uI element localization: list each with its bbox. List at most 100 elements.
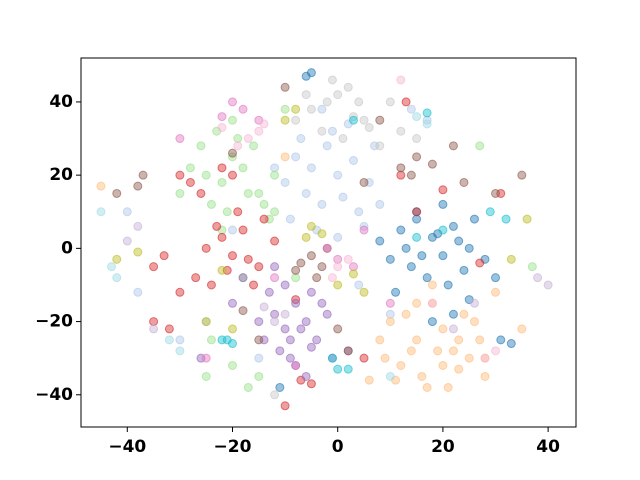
point bbox=[491, 188, 501, 198]
point bbox=[96, 181, 106, 191]
point bbox=[227, 170, 237, 180]
point bbox=[270, 317, 280, 327]
point bbox=[375, 236, 385, 246]
y-tick-label: 40 bbox=[49, 92, 73, 112]
point bbox=[333, 170, 343, 180]
point bbox=[227, 361, 237, 370]
point bbox=[249, 141, 259, 151]
point bbox=[448, 141, 458, 151]
point bbox=[317, 262, 327, 272]
point bbox=[396, 170, 406, 180]
point bbox=[475, 258, 485, 268]
point bbox=[506, 254, 516, 264]
point bbox=[375, 141, 385, 151]
point bbox=[338, 192, 348, 202]
point bbox=[254, 262, 264, 272]
point bbox=[491, 273, 501, 283]
point bbox=[406, 170, 416, 180]
point bbox=[212, 221, 222, 231]
point bbox=[401, 309, 411, 319]
point bbox=[517, 170, 527, 180]
point bbox=[401, 97, 411, 107]
point bbox=[348, 269, 358, 279]
point bbox=[301, 188, 311, 198]
point bbox=[327, 353, 337, 363]
point bbox=[254, 353, 264, 363]
point bbox=[391, 287, 401, 297]
point bbox=[312, 335, 322, 345]
point bbox=[396, 225, 406, 235]
point bbox=[259, 302, 269, 312]
point bbox=[422, 108, 432, 118]
point bbox=[233, 134, 243, 144]
point bbox=[333, 254, 343, 264]
point bbox=[306, 104, 316, 114]
point bbox=[175, 287, 185, 297]
point bbox=[533, 273, 543, 283]
point bbox=[175, 346, 185, 356]
point bbox=[412, 232, 422, 242]
point bbox=[454, 236, 464, 246]
point bbox=[380, 353, 390, 363]
point bbox=[491, 287, 501, 297]
point bbox=[112, 254, 122, 264]
x-tick-label: 40 bbox=[536, 437, 560, 457]
point bbox=[306, 163, 316, 173]
point bbox=[280, 280, 290, 290]
point bbox=[201, 170, 211, 180]
point bbox=[327, 273, 337, 283]
point bbox=[227, 251, 237, 261]
point bbox=[385, 371, 395, 381]
point bbox=[296, 134, 306, 144]
point bbox=[385, 97, 395, 107]
point bbox=[280, 324, 290, 334]
point bbox=[285, 353, 295, 363]
point bbox=[343, 346, 353, 356]
point bbox=[164, 324, 174, 334]
point bbox=[201, 371, 211, 381]
plot-frame bbox=[80, 57, 577, 428]
x-tick-label: −40 bbox=[108, 437, 146, 457]
point bbox=[312, 273, 322, 283]
point bbox=[359, 287, 369, 297]
point bbox=[412, 207, 422, 217]
point bbox=[175, 188, 185, 198]
point bbox=[217, 163, 227, 173]
point bbox=[112, 273, 122, 283]
point bbox=[138, 170, 148, 180]
point bbox=[354, 280, 364, 290]
point bbox=[359, 177, 369, 187]
point bbox=[301, 371, 311, 381]
point bbox=[243, 254, 253, 264]
point bbox=[501, 214, 511, 224]
point bbox=[122, 207, 132, 217]
point bbox=[238, 104, 248, 114]
point bbox=[264, 287, 274, 297]
point bbox=[291, 152, 301, 162]
point bbox=[296, 258, 306, 268]
point bbox=[354, 207, 364, 217]
point bbox=[149, 317, 159, 327]
point bbox=[485, 207, 495, 217]
y-tick-label: 0 bbox=[61, 238, 73, 258]
point bbox=[270, 262, 280, 272]
point bbox=[322, 141, 332, 151]
point bbox=[412, 298, 422, 308]
point bbox=[464, 353, 474, 363]
point bbox=[175, 134, 185, 144]
point bbox=[285, 335, 295, 345]
point bbox=[238, 163, 248, 173]
point bbox=[454, 335, 464, 345]
point bbox=[348, 115, 358, 125]
point bbox=[333, 364, 343, 374]
point bbox=[217, 177, 227, 187]
point bbox=[317, 126, 327, 136]
point bbox=[385, 254, 395, 264]
point bbox=[506, 339, 516, 349]
point bbox=[217, 123, 227, 133]
point bbox=[448, 309, 458, 319]
point bbox=[270, 163, 280, 173]
point bbox=[459, 177, 469, 187]
point bbox=[280, 309, 290, 319]
